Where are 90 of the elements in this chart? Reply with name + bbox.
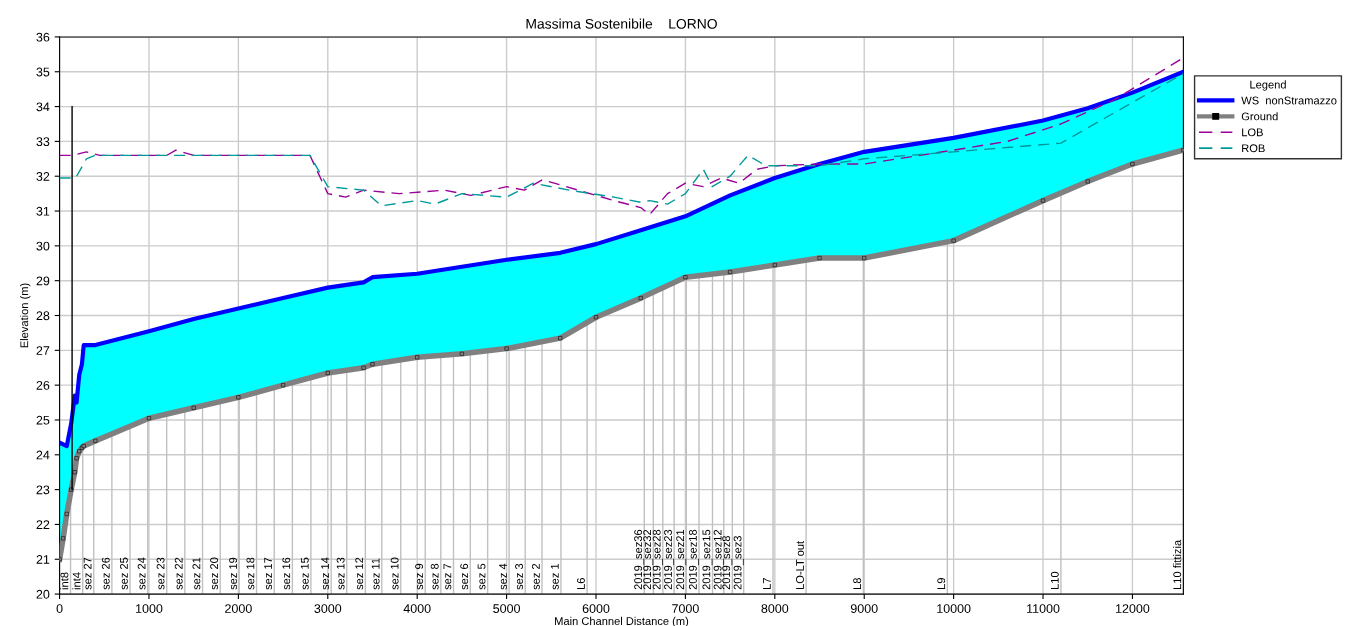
ref-line-label: sez 22 [174,557,183,590]
ref-line-label: 2019_sez3 [733,536,744,590]
ref-line-label: sez 17 [264,557,273,590]
ref-line-label: 2019_sez18 [688,529,699,590]
ref-line-label: sez 2 [531,563,540,590]
ref-line-label: L7 [763,578,771,589]
y-tick-label: 32 [36,172,50,181]
ref-line-label: sez 14 [321,557,329,590]
ref-line-label: int8 [60,572,69,590]
ref-line-label: sez 18 [246,557,255,590]
line-series [59,69,1184,449]
ref-line-label: 2019_sez28 [652,529,663,590]
ref-line-label: sez 9 [415,563,424,590]
y-tick-label: 23 [36,485,50,495]
ref-line-label: 2019_sez21 [676,529,687,590]
y-axis-title: Elevation (m) [20,283,31,348]
point [728,269,733,274]
ref-line-label: sez 3 [515,563,523,590]
ref-line-label: sez 4 [499,563,507,590]
ref-line-label: sez 21 [192,557,201,590]
point [772,263,777,268]
x-tick-label: 5000 [493,604,521,613]
ref-line-label: L6 [577,578,585,589]
ref-line-label: 2019_sez32 [643,529,654,590]
y-tick-label: 24 [36,450,50,460]
y-tick-label: 35 [36,67,50,77]
legend-label: Ground [1241,112,1278,121]
point [459,351,464,356]
y-tick-label: 29 [36,276,50,286]
x-tick-label: 6000 [582,604,610,613]
ref-line-label: sez 25 [119,557,128,590]
legend-label: WS nonStramazzo [1241,96,1337,105]
point [146,416,151,421]
line-series [59,72,1184,207]
x-tick-label: 8000 [761,604,789,613]
ref-line-label: sez 7 [443,563,452,590]
ref-line-label: 2019_sez23 [664,529,675,590]
y-tick-label: 26 [36,380,50,390]
ref-line-label: int4 [72,572,81,590]
ref-line-label: LO-LT out [796,540,804,589]
ref-line-label: 2019_sez8 [722,536,733,590]
x-tick-label: 11000 [1027,604,1060,613]
ref-line-label: sez 16 [282,557,291,590]
ref-line-label: L8 [853,578,862,589]
ref-line-label: L10 [1050,571,1059,589]
y-tick-label: 36 [36,32,50,42]
ref-line-label: sez 20 [210,557,219,590]
ref-line-label: sez 15 [300,557,309,590]
y-tick-label: 28 [36,311,50,321]
ref-line-label: L9 [937,578,946,589]
ref-line-label: sez 12 [355,557,364,590]
ref-line-label: 2019_sez36 [634,529,645,590]
y-tick-label: 33 [36,137,50,147]
x-tick-label: 12000 [1116,604,1150,613]
x-tick-label: 0 [56,604,63,613]
ref-line-label: sez 1 [551,563,559,590]
x-tick-label: 2000 [225,604,252,613]
x-tick-label: 4000 [403,604,431,613]
ref-line-label: sez 6 [460,563,469,590]
ref-line-label: L10 fittizia [1173,539,1182,589]
legend-title: Legend [1250,80,1286,91]
ref-line-label: 2019_sez15 [702,529,713,590]
x-tick-label: 1000 [136,604,163,613]
point [281,383,286,388]
x-tick-label: 10000 [937,604,971,613]
y-tick-label: 34 [36,102,50,112]
y-tick-label: 30 [36,241,50,251]
legend-label: ROB [1242,144,1265,153]
ref-line-label: sez 26 [101,557,110,590]
y-tick-label: 31 [36,206,50,216]
legend-label: LOB [1242,128,1263,137]
ref-line-label: sez 27 [83,557,92,590]
ref-line-label: sez 11 [371,558,380,590]
y-tick-label: 22 [36,520,50,529]
ref-line-label: 2019_sez12 [713,529,724,590]
ref-line-label: sez 10 [390,557,399,590]
ref-line-label: sez 23 [156,557,165,590]
x-tick-label: 7000 [672,604,699,613]
ref-line-label: sez 13 [336,557,345,590]
x-tick-label: 9000 [850,604,878,613]
ref-line-label: sez 5 [477,563,486,590]
y-tick-label: 20 [36,589,50,599]
y-tick-label: 25 [36,415,50,425]
y-tick-label: 27 [36,346,50,355]
x-tick-label: 3000 [314,604,342,613]
ref-line-label: sez 19 [229,557,237,590]
ref-line-label: sez 24 [137,557,146,590]
ref-line-label: sez 8 [430,563,439,590]
chart-title: Massima Sostenibile LORNO [526,18,717,29]
y-tick-label: 21 [36,555,50,564]
